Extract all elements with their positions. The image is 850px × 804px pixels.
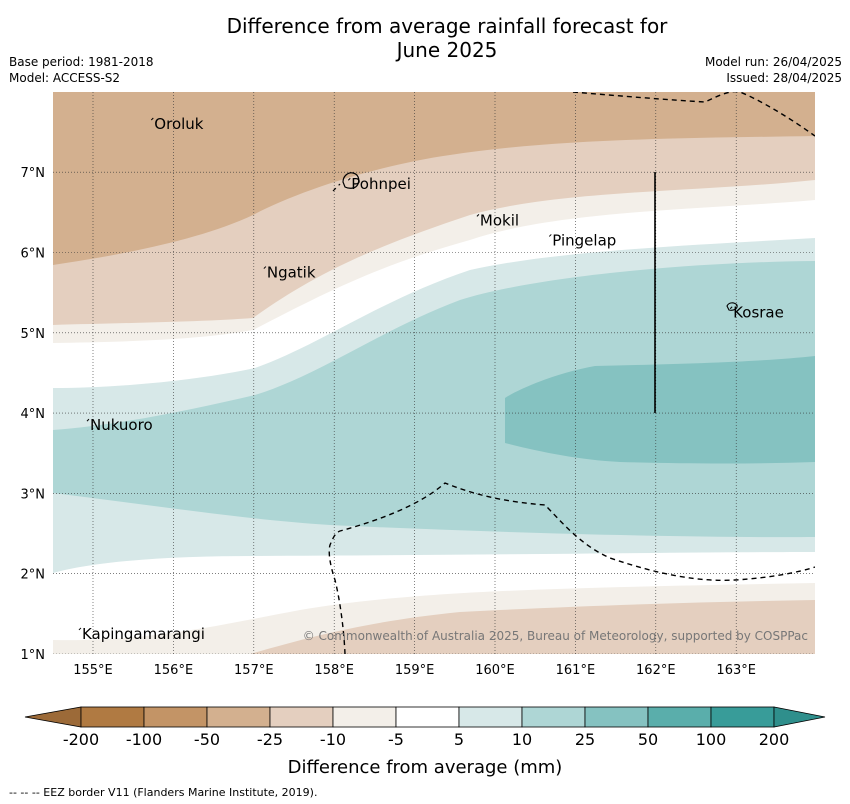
colorbar-swatch <box>206 706 271 728</box>
colorbar: -200 -100 -50 -25 -10 -5 5 10 25 50 100 200 <box>24 706 826 749</box>
place-label: Nukuoro <box>90 416 153 434</box>
model-run: Model run: 26/04/2025 <box>704 55 842 69</box>
place-marker <box>548 234 552 237</box>
place-marker <box>78 627 82 631</box>
pohnpei-island <box>342 172 360 189</box>
colorbar-tick: 5 <box>454 730 464 749</box>
base-period: Base period: 1981-2018 <box>9 55 154 69</box>
band-minus-25-south <box>53 600 815 654</box>
place-marker <box>476 214 480 217</box>
place-labels: Oroluk Pohnpei Mokil Pingelap Ngatik Kosrae Nu… <box>78 115 784 643</box>
lat-tick-label: 4°N <box>21 407 46 422</box>
colorbar-swatch <box>584 706 649 728</box>
lat-tick-label: 1°N <box>21 648 46 663</box>
colorbar-tick: 25 <box>575 730 595 749</box>
band-plus-10 <box>53 261 815 538</box>
colorbar-swatch <box>332 706 397 728</box>
map-plot-area <box>53 92 815 654</box>
lat-tick-label: 6°N <box>21 247 46 262</box>
issued-date: Issued: 28/04/2025 <box>726 71 842 85</box>
place-marker <box>86 418 90 422</box>
colorbar-tick: -5 <box>388 730 404 749</box>
lon-tick-label: 156°E <box>154 663 194 678</box>
colorbar-swatch <box>710 706 775 728</box>
lon-tick-label: 158°E <box>314 663 354 678</box>
legend-note: -- -- -- EEZ border V11 (Flanders Marine… <box>9 786 318 799</box>
lon-tick-label: 163°E <box>716 663 756 678</box>
meta-right: Model run: 26/04/2025 Issued: 28/04/2025 <box>705 54 842 86</box>
place-label: Kosrae <box>733 304 784 322</box>
colorbar-swatch <box>80 706 145 728</box>
lon-tick-label: 157°E <box>234 663 274 678</box>
copyright-text: © Commonwealth of Australia 2025, Bureau… <box>303 629 808 643</box>
place-marker <box>347 177 351 181</box>
colorbar-tick: -25 <box>257 730 283 749</box>
eez-border <box>328 482 815 654</box>
lat-tick-label: 7°N <box>21 166 46 181</box>
colorbar-swatch <box>269 706 334 728</box>
colorbar-extend-high <box>773 706 826 728</box>
lat-tick-label: 5°N <box>21 327 46 342</box>
longitude-ticks: 155°E 156°E 157°E 158°E 159°E 160°E 161°E 162°E… <box>73 663 756 678</box>
colorbar-label: Difference from average (mm) <box>287 757 563 778</box>
colorbar-tick: 100 <box>696 730 727 749</box>
colorbar-tick: 10 <box>512 730 532 749</box>
colorbar-tick: -100 <box>126 730 162 749</box>
place-marker <box>263 266 267 269</box>
title-line-2: June 2025 <box>396 38 498 62</box>
colorbar-tick: -50 <box>194 730 220 749</box>
latitude-ticks: 1°N 2°N 3°N 4°N 5°N 6°N 7°N <box>21 166 46 663</box>
colorbar-tick: -10 <box>320 730 346 749</box>
place-label: Ngatik <box>267 264 316 282</box>
place-label: Pingelap <box>552 231 616 249</box>
place-label: Kapingamarangi <box>82 625 205 643</box>
lon-tick-label: 162°E <box>636 663 676 678</box>
model-name: Model: ACCESS-S2 <box>9 71 121 85</box>
place-label: Mokil <box>480 211 519 229</box>
colorbar-swatch <box>143 706 208 728</box>
meta-left: Base period: 1981-2018 Model: ACCESS-S2 <box>9 54 154 86</box>
place-label: Oroluk <box>154 115 203 133</box>
lon-tick-label: 160°E <box>475 663 515 678</box>
place-marker <box>150 117 154 121</box>
place-label: Pohnpei <box>351 175 411 193</box>
band-plus-25 <box>505 356 815 464</box>
eez-border-fragment <box>332 183 341 192</box>
colorbar-swatch <box>395 706 460 728</box>
lon-tick-label: 155°E <box>73 663 113 678</box>
eez-border-north <box>572 92 815 137</box>
colorbar-tick: 200 <box>759 730 790 749</box>
kosrae-island <box>726 302 738 311</box>
colorbar-extend-low <box>24 706 82 728</box>
lat-tick-label: 2°N <box>21 568 46 583</box>
colorbar-tick: -200 <box>63 730 99 749</box>
chart-title: Difference from average rainfall forecas… <box>0 14 850 62</box>
colorbar-swatch <box>521 706 586 728</box>
colorbar-swatch <box>647 706 712 728</box>
band-minus-50 <box>53 92 815 265</box>
title-line-1: Difference from average rainfall forecas… <box>226 14 668 38</box>
colorbar-swatch <box>458 706 523 728</box>
place-marker <box>729 306 733 310</box>
lat-tick-label: 3°N <box>21 487 46 502</box>
colorbar-tick: 50 <box>638 730 658 749</box>
lon-tick-label: 159°E <box>395 663 435 678</box>
lon-tick-label: 161°E <box>556 663 596 678</box>
